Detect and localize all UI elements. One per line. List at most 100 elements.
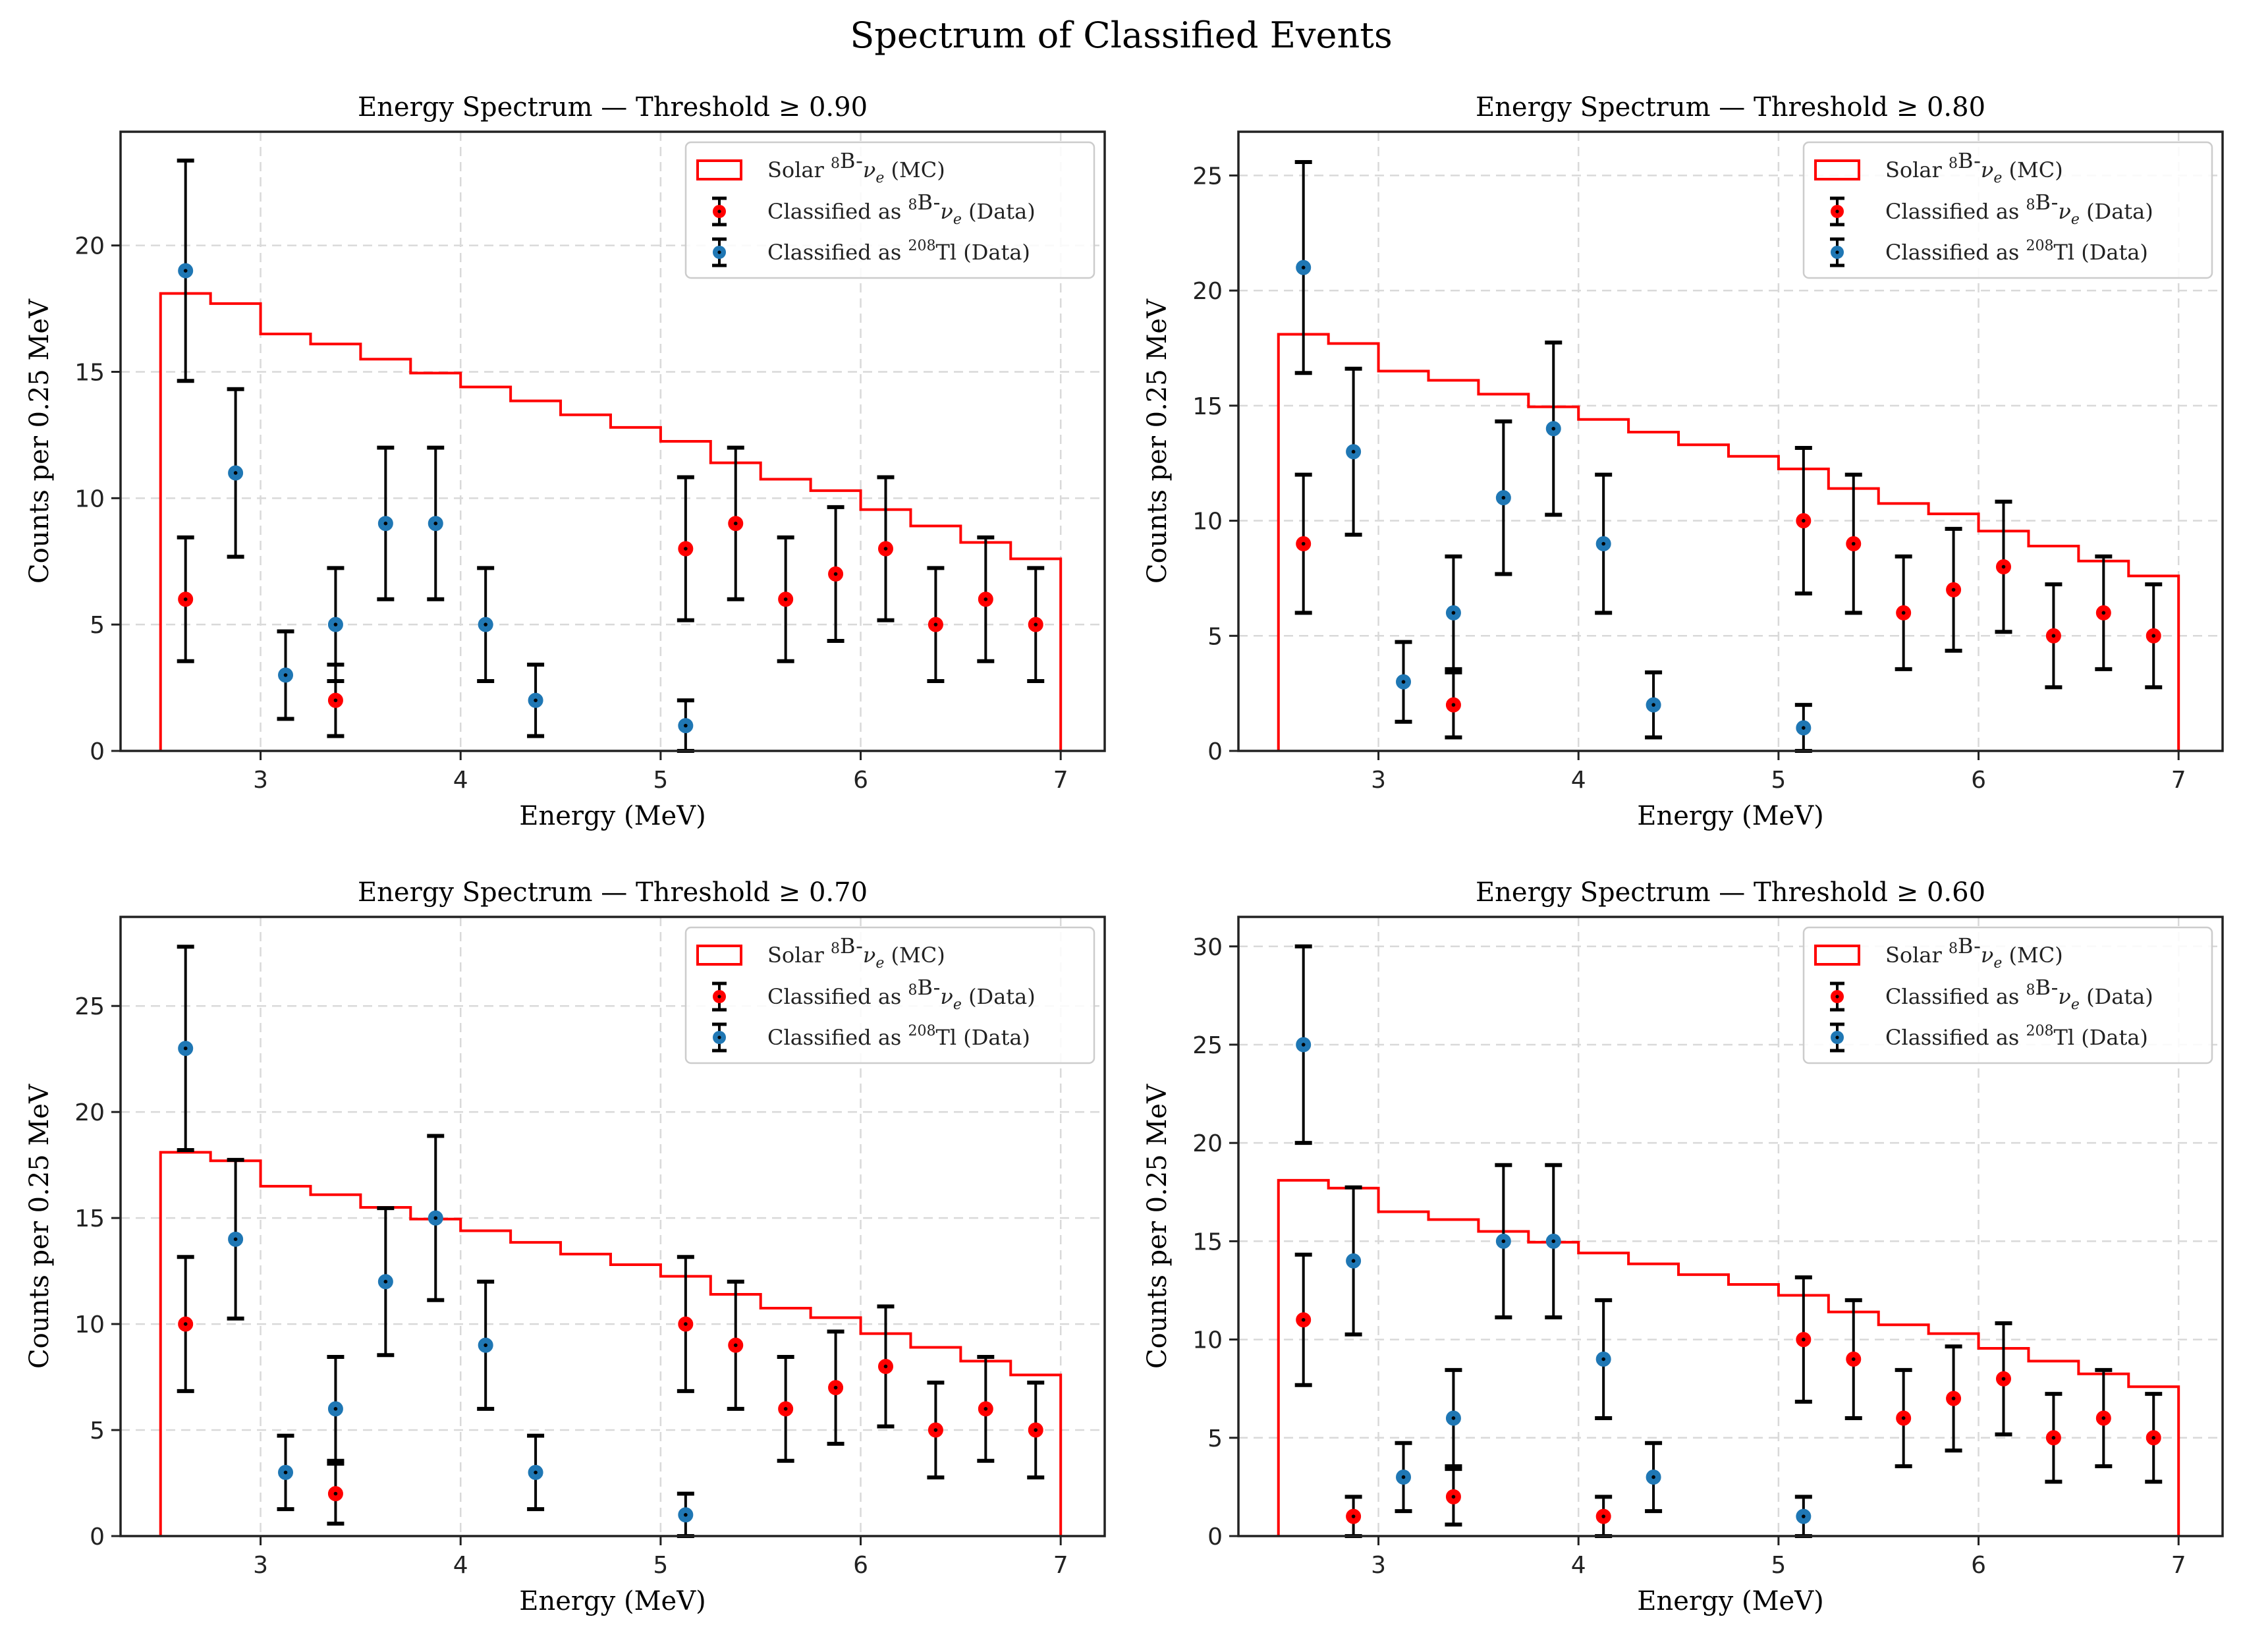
y-tick-label: 0 bbox=[1207, 1524, 1223, 1551]
legend-b8-label: Classified as 8B-νe (Data) bbox=[767, 975, 1036, 1013]
legend-text-part-nu: ν bbox=[2058, 984, 2070, 1009]
tl208-data-point-center bbox=[1301, 1043, 1306, 1047]
legend-mc-swatch bbox=[696, 945, 742, 966]
legend-text-part-pre: Classified as bbox=[1885, 1025, 2026, 1050]
tl208-data-errorbar bbox=[177, 945, 194, 1152]
tl208-data-point-center bbox=[283, 673, 288, 677]
tl208-data-point-center bbox=[684, 723, 688, 728]
b8-data-point-center bbox=[1301, 1317, 1306, 1322]
subplot-title: Energy Spectrum — Threshold ≥ 0.90 bbox=[358, 92, 868, 123]
y-tick-label: 30 bbox=[1192, 934, 1223, 961]
tl208-data-errorbar bbox=[1344, 366, 1362, 537]
legend-text-part-post: (Data) bbox=[956, 240, 1030, 265]
x-tick-label: 5 bbox=[1771, 767, 1786, 794]
tl208-data-errorbar bbox=[1445, 1367, 1462, 1469]
tl208-data-errorbar bbox=[1395, 1441, 1412, 1514]
legend: Solar 8B-νe (MC)Classified as 8B-νe (Dat… bbox=[1802, 141, 2213, 279]
tl208-data-errorbar bbox=[1545, 341, 1563, 517]
tl208-data-point-center bbox=[1601, 1357, 1605, 1362]
legend-text-part-nu: ν bbox=[2058, 199, 2070, 224]
x-tick-label: 3 bbox=[253, 1552, 268, 1579]
legend-b8-label: Classified as 8B-νe (Data) bbox=[1885, 975, 2153, 1013]
b8-data-errorbar bbox=[1945, 1344, 1962, 1453]
y-tick-label: 10 bbox=[1192, 509, 1223, 536]
legend-tl208-marker-center bbox=[1835, 250, 1839, 254]
tl208-data-errorbar bbox=[1545, 1163, 1563, 1319]
legend-text-part-sup: 208 bbox=[908, 238, 935, 254]
b8-data-point-center bbox=[1601, 1514, 1605, 1518]
legend-text-part-mid: B- bbox=[840, 148, 863, 173]
subplot-1: 3 4 5 6 7 0 5 10 15 20 Energy Spectrum — Threshold… bbox=[24, 92, 1106, 831]
legend-text-part-mid: B- bbox=[840, 933, 863, 958]
b8-data-errorbar bbox=[1995, 1321, 2012, 1437]
legend-text-part-sub: e bbox=[875, 955, 884, 972]
legend-text-part-post: (Data) bbox=[2080, 199, 2153, 224]
legend-frame bbox=[1802, 926, 2213, 1064]
b8-data-errorbar bbox=[927, 566, 945, 683]
b8-data-point-center bbox=[333, 698, 338, 703]
b8-data-errorbar bbox=[727, 1279, 744, 1411]
x-tick-label: 7 bbox=[2171, 767, 2186, 794]
legend-tl208-marker-center bbox=[1835, 1035, 1839, 1039]
subplot-grid: 3 4 5 6 7 0 5 10 15 20 Energy Spectrum — Threshold… bbox=[24, 92, 2224, 1616]
legend-text-part-sup: 8 bbox=[908, 197, 917, 213]
tl208-data-point-center bbox=[534, 698, 538, 703]
legend-text-part-post: (MC) bbox=[884, 943, 945, 968]
b8-data-errorbar bbox=[1895, 554, 1912, 671]
legend-mc-label: Solar 8B-νe (MC) bbox=[767, 148, 945, 186]
tl208-data-point-center bbox=[433, 1216, 438, 1220]
b8-data-errorbar bbox=[677, 475, 694, 622]
b8-data-errorbar bbox=[1945, 526, 1962, 653]
legend-text-part-sup: 8 bbox=[831, 941, 840, 957]
tl208-data-errorbar bbox=[477, 1279, 495, 1411]
tl208-data-errorbar bbox=[327, 1354, 345, 1463]
tl208-data-point-center bbox=[383, 521, 388, 526]
legend-b8-marker-center bbox=[717, 995, 721, 999]
y-tick-label: 25 bbox=[74, 993, 105, 1020]
legend-text-part-post: (Data) bbox=[2074, 1025, 2148, 1050]
tl208-data-point-center bbox=[1601, 541, 1605, 546]
axes-frame bbox=[119, 916, 1106, 1537]
legend: Solar 8B-νe (MC)Classified as 8B-νe (Dat… bbox=[684, 926, 1095, 1064]
axes-frame bbox=[1237, 130, 2224, 752]
legend-text-part-sub: e bbox=[953, 997, 962, 1013]
y-tick-label: 25 bbox=[1192, 1032, 1223, 1059]
tl208-data-point-center bbox=[1451, 1416, 1456, 1420]
legend-text-part-mid: B- bbox=[1958, 148, 1981, 173]
b8-data-point-center bbox=[2001, 564, 2006, 569]
x-tick-label: 5 bbox=[653, 767, 668, 794]
x-tick-label: 3 bbox=[1371, 767, 1386, 794]
b8-data-errorbar bbox=[1445, 670, 1462, 740]
b8-data-errorbar bbox=[327, 663, 345, 738]
tl208-data-point-center bbox=[1651, 1475, 1655, 1479]
x-tick-label: 7 bbox=[2171, 1552, 2186, 1579]
legend-text-part-sup: 208 bbox=[2026, 238, 2053, 254]
legend-mc-swatch bbox=[1814, 945, 1860, 966]
b8-data-point-center bbox=[1034, 622, 1038, 626]
b8-data-errorbar bbox=[1027, 566, 1045, 683]
legend-text-part-post: (Data) bbox=[956, 1025, 1030, 1050]
tl208-data-errorbar bbox=[527, 1433, 545, 1512]
legend-mc-swatch bbox=[1814, 159, 1860, 180]
legend-text-part-nu: ν bbox=[863, 157, 875, 182]
y-tick-label: 5 bbox=[90, 1418, 105, 1445]
b8-data-point-center bbox=[983, 597, 988, 601]
x-tick-label: 5 bbox=[653, 1552, 668, 1579]
y-tick-label: 5 bbox=[1207, 1425, 1223, 1452]
tl208-data-errorbar bbox=[1445, 554, 1462, 671]
y-tick-label: 20 bbox=[1192, 1130, 1223, 1157]
legend-frame bbox=[684, 141, 1095, 279]
tl208-data-errorbar bbox=[277, 1433, 294, 1512]
b8-data-point-center bbox=[2051, 1435, 2056, 1440]
legend-text-part-pre: Classified as bbox=[1885, 240, 2026, 265]
tl208-data-point-center bbox=[1301, 265, 1306, 269]
b8-data-point-center bbox=[1802, 1337, 1806, 1342]
b8-data-point-center bbox=[1851, 1357, 1856, 1362]
legend-text-part-pre: Classified as bbox=[767, 199, 908, 224]
legend-text-part-nu: ν bbox=[1981, 943, 1993, 968]
tl208-data-point-center bbox=[183, 1046, 188, 1051]
y-tick-label: 0 bbox=[90, 738, 105, 765]
b8-data-point-center bbox=[1951, 1396, 1956, 1400]
legend-tl208-label: Classified as 208Tl (Data) bbox=[1885, 1023, 2148, 1050]
